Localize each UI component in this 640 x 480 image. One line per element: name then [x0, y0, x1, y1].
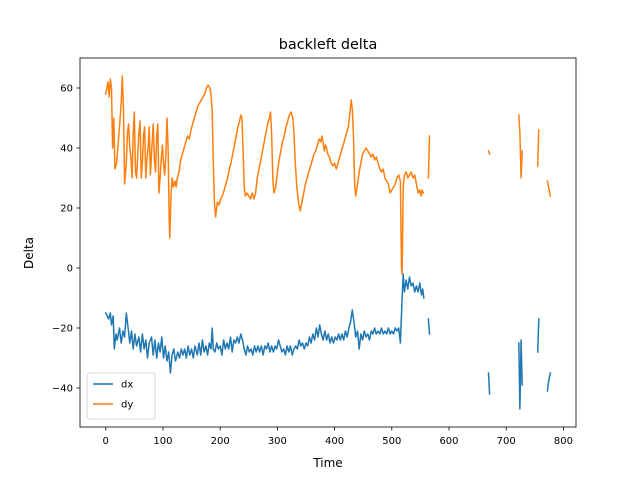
legend-label-dy: dy: [121, 400, 133, 411]
series-dx-line-6: [546, 372, 552, 392]
series-dx-line-2: [427, 318, 431, 335]
x-tick-label: 400: [325, 436, 344, 447]
x-tick-label: 600: [439, 436, 458, 447]
series-dx-line-4: [518, 339, 523, 410]
series-dx-line-3: [487, 372, 491, 395]
chart-title: backleft delta: [279, 37, 378, 53]
y-tick-label: 60: [60, 84, 73, 95]
axes: 0 100 200 300 400 500 600 700 800 −40 −20 0 20 40 60: [52, 57, 577, 447]
y-tick-label: 40: [60, 144, 73, 155]
x-tick-label: 800: [554, 436, 573, 447]
series-dy-line-6: [546, 180, 552, 197]
series-dy-line-4: [518, 114, 523, 179]
x-axis-label: Time: [312, 456, 342, 470]
series-dy-line-5: [536, 129, 540, 167]
x-tick-label: 500: [382, 436, 401, 447]
axes-frame: [79, 57, 577, 428]
plot-area: [104, 75, 552, 410]
y-tick-label: 20: [60, 204, 73, 215]
legend-label-dx: dx: [121, 380, 133, 391]
series-dy-line-2: [427, 135, 431, 179]
series-dx-line-1: [104, 273, 425, 374]
x-tick-label: 0: [103, 436, 109, 447]
x-tick-label: 700: [497, 436, 516, 447]
x-tick-label: 100: [153, 436, 172, 447]
y-tick-label: −40: [52, 384, 73, 395]
x-tick-label: 200: [211, 436, 230, 447]
series-dx-line-5: [536, 318, 540, 353]
x-tick-label: 300: [268, 436, 287, 447]
y-tick-label: −20: [52, 324, 73, 335]
y-tick-label: 0: [67, 264, 73, 275]
legend: dx dy: [86, 372, 156, 420]
y-axis-label: Delta: [22, 237, 36, 269]
series-dy-line-3: [487, 150, 491, 155]
series-dy-line-1: [104, 75, 425, 275]
